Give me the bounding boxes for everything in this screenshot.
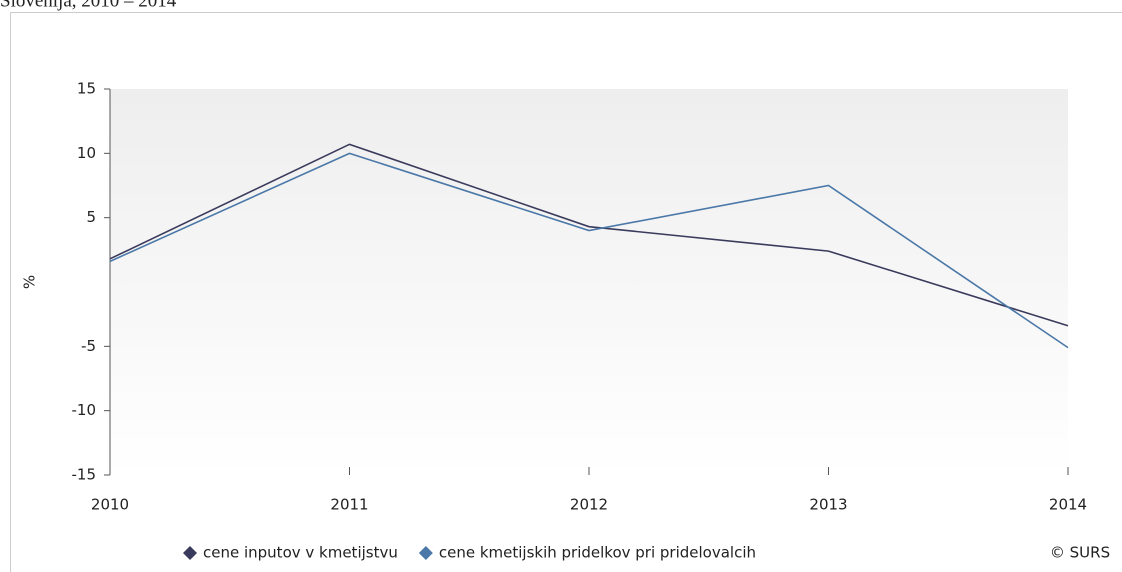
y-tick-label: 15 [77,80,96,98]
legend-marker [418,546,433,560]
series-line [109,152,1069,349]
y-tick-label: 5 [86,208,96,226]
y-tick-label: -5 [81,337,96,355]
chart-frame [10,12,1122,572]
y-axis-label: % [21,275,39,289]
legend-label: cene inputov v kmetijstvu [203,544,398,562]
plot-area [110,89,1068,475]
x-tick-label: 2010 [91,496,129,514]
credit: © SURS [1050,544,1110,562]
x-tick-label: 2014 [1049,496,1087,514]
y-tick-label: 10 [77,144,96,162]
legend-marker [183,546,197,560]
legend-label: cene kmetijskih pridelkov pri prideloval… [439,544,756,562]
series-line [109,143,1069,327]
x-tick-label: 2012 [570,496,608,514]
y-tick-label: -15 [72,466,97,484]
chart-title: Slovenija, 2010 – 2014 [0,0,177,11]
x-tick-label: 2013 [809,496,847,514]
x-tick-label: 2011 [330,496,368,514]
y-tick-label: -10 [72,401,97,419]
